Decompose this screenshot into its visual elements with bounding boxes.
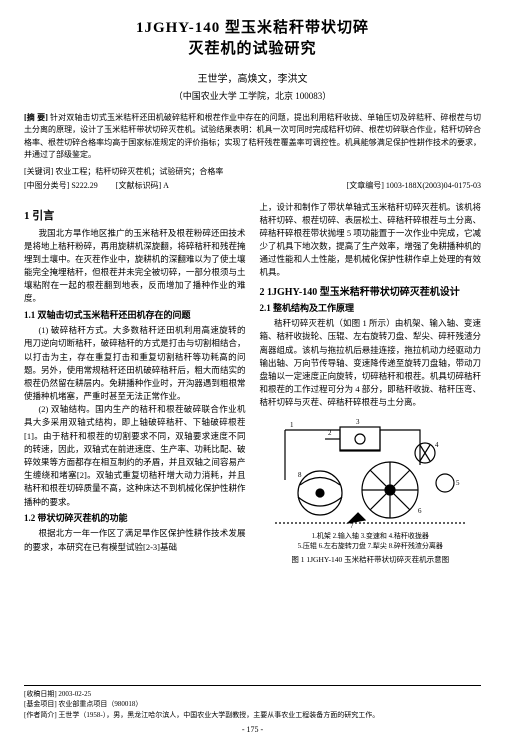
body-columns: 1 引言 我国北方旱作地区推广的玉米秸秆及根茬粉碎还田技术是将地上秸秆粉碎，再用…: [24, 201, 481, 569]
article-value: 1003-188X(2003)04-0175-03: [386, 181, 481, 190]
author-bio-line: [作者简介] 王世学（1958-），男，黑龙江哈尔滨人，中国农业大学副教授，主要…: [24, 710, 481, 721]
keywords-text: 农业工程；秸秆切碎灭茬机；试验研究；合格率: [55, 167, 223, 176]
p-continuation: 上，设计和制作了带状单轴式玉米秸秆切碎灭茬机。该机将秸秆切碎、根茬切碎、表层松土…: [260, 201, 482, 280]
abstract-text: 针对双轴击切式玉米秸秆还田机破碎秸秆和根茬作业中存在的问题，提出利用秸秆收拢、单…: [24, 113, 481, 159]
article-label: [文章编号]: [347, 181, 384, 190]
fund-value: 农业部重点项目（980018）: [58, 700, 142, 708]
sub11-head: 1.1 双轴击切式玉米秸秆还田机存在的问题: [24, 310, 246, 322]
page-number: - 175 -: [0, 725, 505, 734]
received-label: [收稿日期]: [24, 690, 57, 698]
keywords: [关键词] 农业工程；秸秆切碎灭茬机；试验研究；合格率: [24, 166, 481, 177]
abstract-label: [摘 要]: [24, 113, 48, 122]
article-code: [文章编号] 1003-188X(2003)04-0175-03: [347, 180, 481, 191]
svg-text:5: 5: [456, 479, 460, 487]
sec1-p1: 我国北方旱作地区推广的玉米秸秆及根茬粉碎还田技术是将地上秸秆粉碎，再用旋耕机深旋…: [24, 227, 246, 306]
figure-parts-labels: 1.机架 2.输入轴 3.变速和 4.秸秆收拢器 5.压辊 6.左右旋转刀盘 7…: [260, 532, 482, 552]
svg-text:6: 6: [418, 507, 422, 515]
affiliation: （中国农业大学 工学院，北京 100083）: [24, 89, 481, 102]
clc-label: [中图分类号]: [24, 181, 69, 190]
fund-label: [基金项目]: [24, 700, 57, 708]
codes-line: [中图分类号] S222.29 [文献标识码] A [文章编号] 1003-18…: [24, 180, 481, 191]
sec2-head: 2 1JGHY-140 型玉米秸秆带状切碎灭茬机设计: [260, 286, 482, 299]
author-bio-label: [作者简介]: [24, 711, 57, 719]
fund-line: [基金项目] 农业部重点项目（980018）: [24, 699, 481, 710]
svg-text:8: 8: [298, 471, 302, 479]
clc-code: [中图分类号] S222.29: [24, 180, 98, 191]
doc-value: A: [163, 181, 169, 190]
clc-value: S222.29: [71, 181, 97, 190]
right-column: 上，设计和制作了带状单轴式玉米秸秆切碎灭茬机。该机将秸秆切碎、根茬切碎、表层松土…: [260, 201, 482, 569]
authors: 王世学，高焕文，李洪文: [24, 70, 481, 85]
sec1-head: 1 引言: [24, 207, 246, 223]
doc-code: [文献标识码] A: [116, 180, 169, 191]
sub11-p2: (2) 双轴结构。国内生产的秸秆和根茬破碎联合作业机具大多采用双轴式结构，即上轴…: [24, 403, 246, 508]
author-bio-value: 王世学（1958-），男，黑龙江哈尔滨人，中国农业大学副教授，主要从事农业工程装…: [58, 711, 379, 719]
sub12-p1: 根据北方一年一作区了满足旱作区保护性耕作技术发展的要求，本研究在已有模型试验[2…: [24, 527, 246, 553]
figure-caption: 图 1 1JGHY-140 玉米秸秆带状切碎灭茬机示意图: [260, 554, 482, 565]
sub21-head: 2.1 整机结构及工作原理: [260, 303, 482, 315]
abstract: [摘 要] 针对双轴击切式玉米秸秆还田机破碎秸秆和根茬作业中存在的问题，提出利用…: [24, 112, 481, 162]
left-column: 1 引言 我国北方旱作地区推广的玉米秸秆及根茬粉碎还田技术是将地上秸秆粉碎，再用…: [24, 201, 246, 569]
svg-text:3: 3: [356, 418, 360, 426]
footer: [收稿日期] 2003-02-25 [基金项目] 农业部重点项目（980018）…: [24, 685, 481, 721]
title-block: 1JGHY-140 型玉米秸秆带状切碎 灭茬机的试验研究: [24, 18, 481, 60]
svg-text:4: 4: [435, 441, 439, 449]
machine-diagram-svg: 1 2 3 4 5 6 7 8: [270, 415, 470, 530]
svg-text:2: 2: [328, 429, 332, 437]
svg-text:7: 7: [350, 522, 354, 530]
sub21-p1: 秸秆切碎灭茬机（如图 1 所示）由机架、输入轴、变速箱、秸秆收拢轮、压辊、左右旋…: [260, 317, 482, 409]
figure-1: 1 2 3 4 5 6 7 8 1.机架 2.输入轴 3.变速和 4.秸秆收拢器…: [260, 415, 482, 565]
svg-text:1: 1: [290, 421, 294, 429]
title-line-2: 灭茬机的试验研究: [24, 39, 481, 60]
sub12-head: 1.2 带状切碎灭茬机的功能: [24, 513, 246, 525]
title-line-1: 1JGHY-140 型玉米秸秆带状切碎: [24, 18, 481, 39]
sub11-p1: (1) 破碎秸秆方式。大多数秸秆还田机利用高速旋转的甩刀逆向切断秸秆，破碎秸秆的…: [24, 324, 246, 403]
keywords-label: [关键词]: [24, 167, 53, 176]
doc-label: [文献标识码]: [116, 181, 161, 190]
received-value: 2003-02-25: [58, 690, 91, 698]
received-line: [收稿日期] 2003-02-25: [24, 689, 481, 700]
